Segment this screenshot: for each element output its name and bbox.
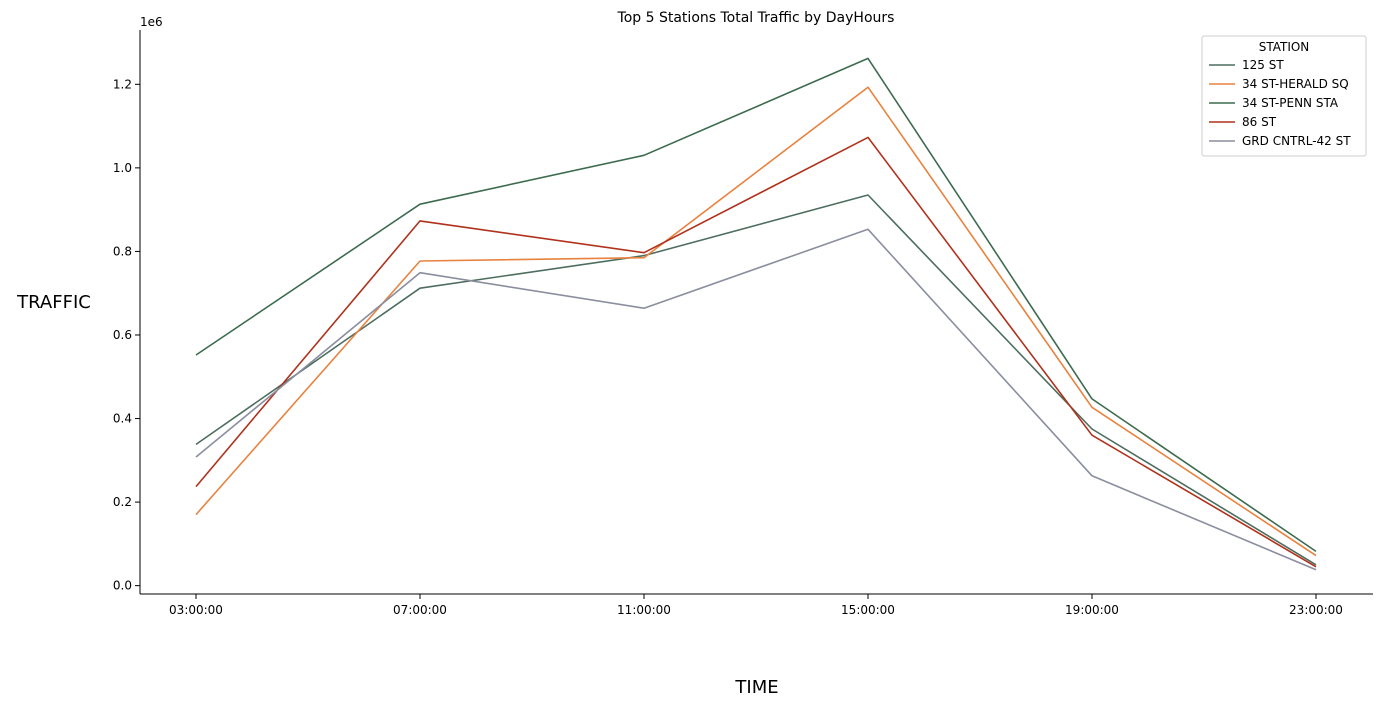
x-tick-label: 07:00:00 bbox=[393, 603, 447, 617]
legend-entry: 125 ST bbox=[1242, 58, 1284, 72]
series-line-86-st bbox=[195, 136, 1317, 568]
series-line-grd-cntrl-42-st bbox=[195, 228, 1317, 571]
axes: 0.0 0.2 0.4 0.6 0.8 1.0 1.2 03:00:00 07:00:00 11:… bbox=[113, 30, 1373, 617]
legend-entry: 86 ST bbox=[1242, 115, 1277, 129]
y-tick-label: 1.0 bbox=[113, 161, 132, 175]
x-tick-label: 15:00:00 bbox=[841, 603, 895, 617]
series-layer bbox=[195, 57, 1317, 571]
series-line-34-st-penn-sta bbox=[195, 57, 1317, 553]
y-offset-label: 1e6 bbox=[140, 15, 163, 29]
y-tick-label: 1.2 bbox=[113, 77, 132, 91]
legend-entry: 34 ST-PENN STA bbox=[1242, 96, 1339, 110]
x-axis-title: TIME bbox=[734, 677, 778, 698]
legend-entry: 34 ST-HERALD SQ bbox=[1242, 77, 1349, 91]
legend-title: STATION bbox=[1259, 40, 1310, 54]
x-tick-label: 19:00:00 bbox=[1065, 603, 1119, 617]
y-tick-label: 0.6 bbox=[113, 328, 132, 342]
series-line-125-st bbox=[195, 194, 1317, 566]
y-tick-label: 0.4 bbox=[113, 412, 132, 426]
x-tick-label: 23:00:00 bbox=[1289, 603, 1343, 617]
legend: STATION 125 ST 34 ST-HERALD SQ 34 ST-PENN S… bbox=[1201, 35, 1367, 157]
x-tick-label: 11:00:00 bbox=[617, 603, 671, 617]
y-tick-label: 0.0 bbox=[113, 579, 132, 593]
legend-entry: GRD CNTRL-42 ST bbox=[1242, 134, 1351, 148]
legend-box bbox=[1201, 35, 1367, 157]
chart-title: Top 5 Stations Total Traffic by DayHours bbox=[617, 10, 895, 26]
y-tick-label: 0.2 bbox=[113, 495, 132, 509]
series-line-34-st-herald-sq bbox=[195, 86, 1317, 557]
x-tick-label: 03:00:00 bbox=[169, 603, 223, 617]
y-axis-title: TRAFFIC bbox=[16, 292, 91, 313]
y-tick-label: 0.8 bbox=[113, 244, 132, 258]
